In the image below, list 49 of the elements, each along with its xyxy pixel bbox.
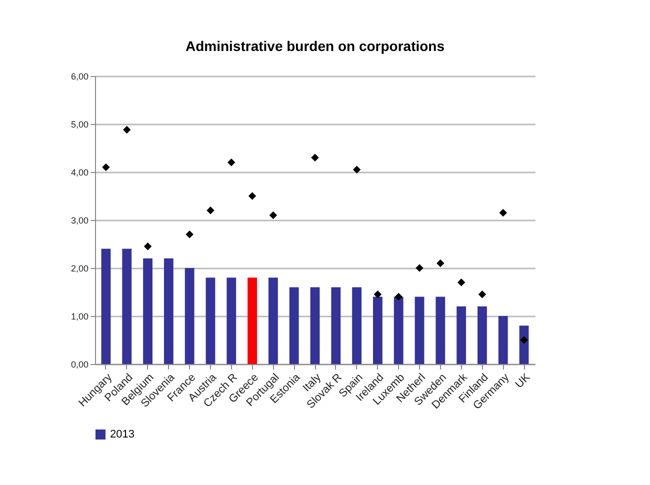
y-tick-label: 6,00	[70, 72, 88, 82]
y-tick-label: 2,00	[70, 264, 88, 274]
y-tick-label: 0,00	[70, 360, 88, 370]
legend-label: 2013	[110, 428, 134, 440]
bar	[394, 296, 404, 364]
bar	[414, 296, 424, 364]
bar	[184, 268, 194, 364]
point	[499, 208, 507, 217]
bar	[519, 326, 529, 364]
bar	[226, 278, 236, 364]
bar	[289, 287, 299, 364]
point	[374, 290, 382, 298]
bar	[373, 296, 382, 364]
bar	[268, 278, 278, 364]
bar	[310, 287, 320, 364]
point	[144, 242, 152, 250]
point	[186, 230, 194, 238]
bar	[456, 306, 466, 364]
chart-title: Administrative burden on corporations	[185, 38, 445, 54]
bar	[101, 248, 111, 364]
point	[228, 158, 236, 166]
bar	[122, 248, 132, 364]
bar	[331, 287, 341, 364]
point	[123, 126, 131, 134]
point	[206, 206, 214, 214]
point	[478, 290, 486, 298]
point	[457, 278, 466, 286]
bar	[206, 278, 216, 364]
point	[102, 163, 110, 172]
point	[311, 154, 319, 162]
y-tick-label: 3,00	[70, 216, 88, 226]
point	[394, 292, 402, 301]
point	[416, 264, 424, 272]
y-tick-label: 5,00	[70, 120, 88, 130]
point	[269, 211, 278, 220]
bar	[164, 258, 174, 364]
point	[436, 259, 444, 268]
bar	[248, 278, 257, 364]
bar	[352, 287, 362, 364]
point	[248, 192, 256, 200]
bar	[478, 306, 487, 364]
x-tick-label: UK	[513, 371, 533, 391]
bar	[498, 316, 508, 364]
y-tick-label: 1,00	[70, 312, 88, 322]
bar	[143, 258, 152, 364]
bar	[436, 296, 446, 364]
point	[352, 166, 361, 174]
point	[520, 336, 528, 344]
y-tick-label: 4,00	[70, 168, 88, 178]
